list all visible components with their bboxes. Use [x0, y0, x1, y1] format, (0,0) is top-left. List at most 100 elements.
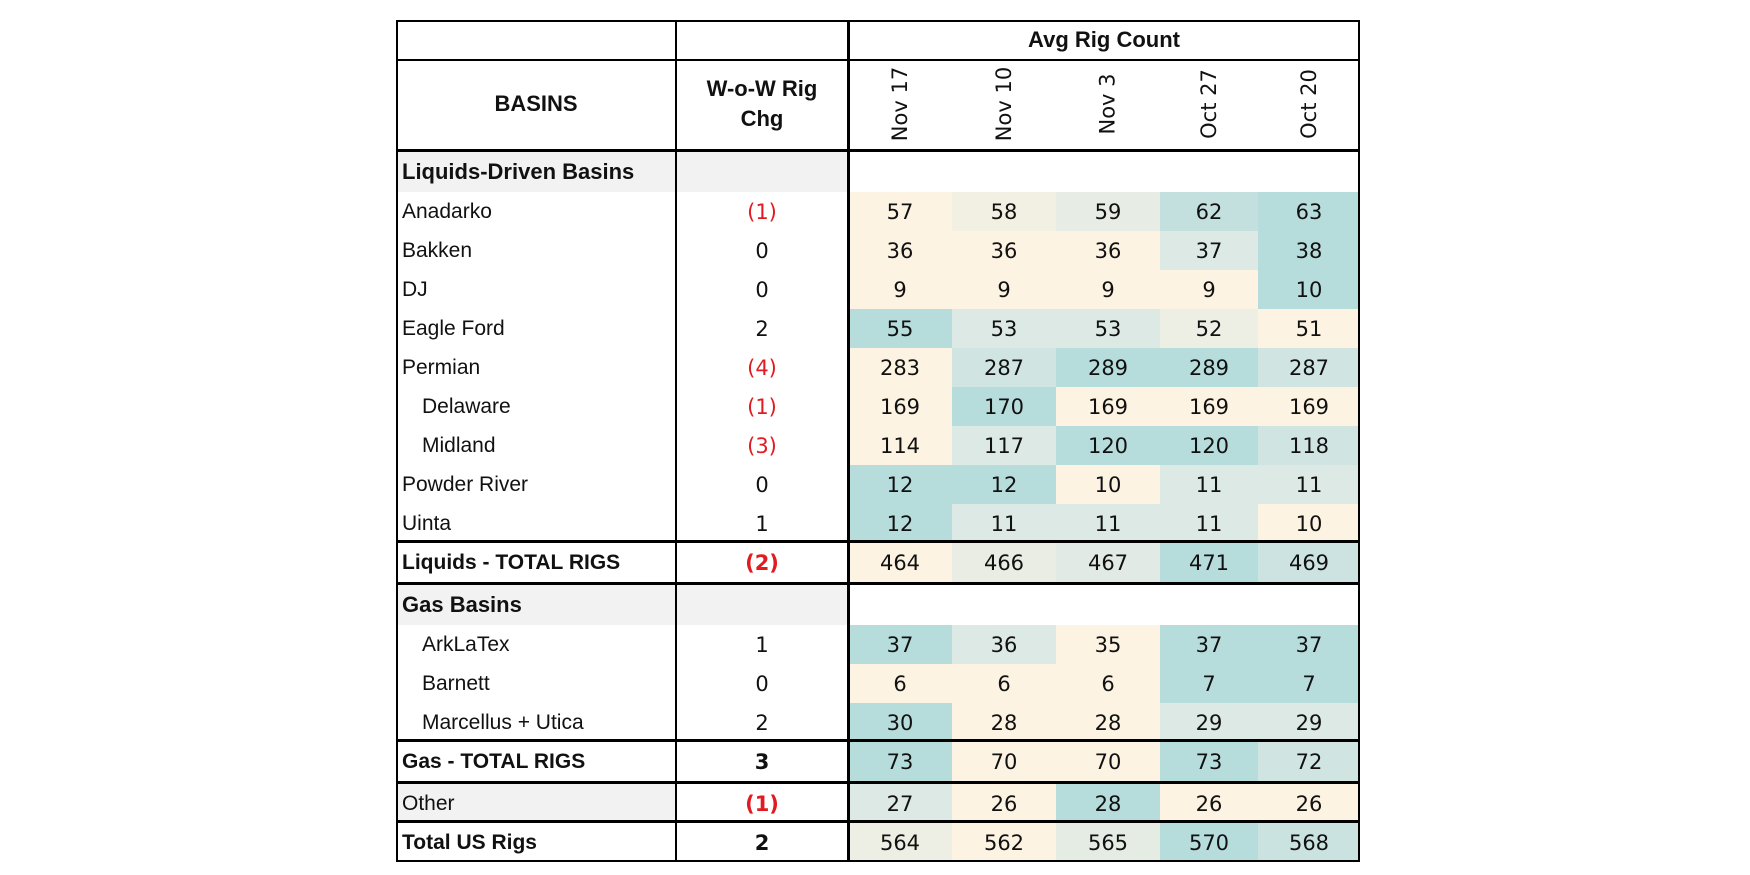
rig-count-value: 29 [1160, 703, 1258, 742]
rig-count-value: 11 [1160, 465, 1258, 504]
rig-count-value: 114 [848, 426, 952, 465]
rig-count-value: 12 [848, 504, 952, 543]
rig-count-value: 565 [1056, 823, 1160, 862]
rig-count-value: 28 [1056, 784, 1160, 823]
wow-change-value: 0 [755, 472, 769, 497]
date-header-label: Nov 3 [1096, 73, 1120, 135]
rig-count-value: 471 [1160, 543, 1258, 582]
wow-change-header: W-o-W Rig Chg [706, 76, 818, 131]
rig-count-value: 120 [1056, 426, 1160, 465]
total-row-label: Gas - TOTAL RIGS [402, 749, 586, 773]
rig-count-value: 37 [1160, 625, 1258, 664]
rig-count-value: 36 [1056, 231, 1160, 270]
rig-count-value: 564 [848, 823, 952, 862]
rig-count-value: 170 [952, 387, 1056, 426]
row-rule [396, 149, 1360, 152]
rig-count-value: 289 [1160, 348, 1258, 387]
wow-change-value: 0 [755, 238, 769, 263]
rig-count-value: 283 [848, 348, 952, 387]
rig-count-value: 287 [952, 348, 1056, 387]
rig-count-value: 118 [1258, 426, 1360, 465]
rig-count-value: 26 [1258, 784, 1360, 823]
rig-count-value: 53 [952, 309, 1056, 348]
rig-count-value: 11 [952, 504, 1056, 543]
rig-count-value: 568 [1258, 823, 1360, 862]
row-rule [396, 59, 1360, 61]
rig-count-value: 26 [952, 784, 1056, 823]
column-rule [1358, 20, 1360, 862]
rig-count-value: 27 [848, 784, 952, 823]
column-rule [396, 20, 398, 862]
rig-count-value: 9 [1160, 270, 1258, 309]
rig-count-value: 63 [1258, 192, 1360, 231]
column-rule [675, 20, 677, 862]
rig-count-value: 10 [1056, 465, 1160, 504]
rig-count-value: 169 [1258, 387, 1360, 426]
row-rule [396, 582, 1360, 585]
wow-change-value: 3 [754, 749, 770, 774]
basin-name: Powder River [402, 472, 529, 496]
rig-count-table: Avg Rig Count BASINS W-o-W Rig Chg Nov 17 N… [396, 20, 1360, 862]
rig-count-value: 53 [1056, 309, 1160, 348]
rig-count-value: 52 [1160, 309, 1258, 348]
wow-change-value: 2 [755, 316, 769, 341]
wow-change-value: 0 [755, 671, 769, 696]
rig-count-value: 59 [1056, 192, 1160, 231]
rig-count-value: 28 [1056, 703, 1160, 742]
date-header-label: Oct 20 [1297, 69, 1321, 139]
rig-count-value: 36 [952, 625, 1056, 664]
rig-count-value: 51 [1258, 309, 1360, 348]
basin-name: Anadarko [402, 199, 492, 223]
basin-name: Eagle Ford [402, 316, 505, 340]
basin-name: Permian [402, 355, 481, 379]
basins-header: BASINS [494, 91, 578, 116]
rig-count-value: 6 [1056, 664, 1160, 703]
wow-change-value: (3) [747, 433, 777, 458]
rig-count-value: 10 [1258, 504, 1360, 543]
row-rule [396, 860, 1360, 862]
date-header: Oct 27 [1160, 59, 1258, 149]
rig-count-value: 30 [848, 703, 952, 742]
rig-count-value: 466 [952, 543, 1056, 582]
rig-count-value: 570 [1160, 823, 1258, 862]
rig-count-value: 36 [952, 231, 1056, 270]
row-rule [396, 820, 1360, 823]
rig-count-value: 9 [848, 270, 952, 309]
rig-count-value: 12 [848, 465, 952, 504]
date-header-label: Oct 27 [1197, 69, 1221, 139]
rig-count-value: 73 [1160, 742, 1258, 781]
wow-change-value: (4) [747, 355, 777, 380]
row-rule [396, 781, 1360, 784]
date-header-label: Nov 17 [887, 66, 912, 142]
section-fill [676, 152, 848, 192]
row-rule [396, 20, 1360, 22]
basin-name: Other [396, 784, 676, 823]
rig-count-value: 70 [952, 742, 1056, 781]
rig-count-value: 6 [952, 664, 1056, 703]
rig-count-value: 26 [1160, 784, 1258, 823]
rig-count-value: 70 [1056, 742, 1160, 781]
basin-name: Delaware [422, 394, 511, 418]
date-header: Nov 3 [1056, 59, 1160, 149]
wow-change-value: (1) [747, 394, 777, 419]
rig-count-value: 169 [848, 387, 952, 426]
date-header: Nov 17 [848, 59, 952, 149]
rig-count-value: 11 [1160, 504, 1258, 543]
rig-count-value: 9 [1056, 270, 1160, 309]
rig-count-value: 72 [1258, 742, 1360, 781]
column-rule [847, 20, 850, 862]
rig-count-value: 12 [952, 465, 1056, 504]
wow-change-value: (1) [745, 791, 779, 816]
rig-count-value: 73 [848, 742, 952, 781]
rig-count-value: 55 [848, 309, 952, 348]
rig-count-value: 7 [1258, 664, 1360, 703]
wow-change-value: (2) [745, 550, 779, 575]
avg-rig-count-header: Avg Rig Count [1028, 26, 1180, 52]
basin-name: Marcellus + Utica [422, 710, 584, 734]
rig-count-value: 38 [1258, 231, 1360, 270]
rig-count-value: 562 [952, 823, 1056, 862]
rig-count-value: 37 [848, 625, 952, 664]
total-row-label: Total US Rigs [402, 830, 537, 854]
rig-count-value: 37 [1258, 625, 1360, 664]
rig-count-value: 11 [1258, 465, 1360, 504]
